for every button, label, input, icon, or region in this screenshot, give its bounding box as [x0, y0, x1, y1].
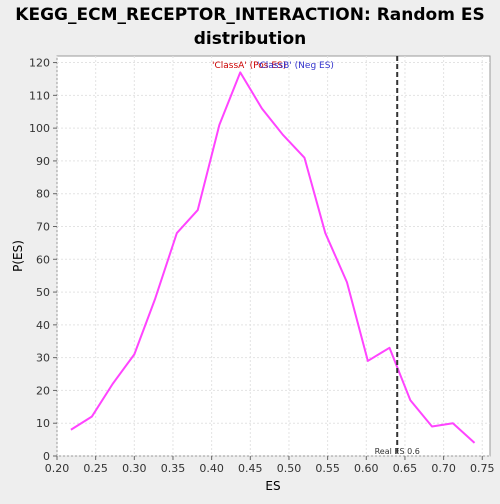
y-tick-label: 30: [36, 352, 50, 365]
x-tick-label: 0.50: [277, 462, 302, 475]
x-axis: 0.20 0.25 0.30 0.35 0.40 0.45 0.50 0.55 0.60 0.65…: [45, 456, 495, 475]
y-tick-label: 0: [43, 450, 50, 463]
x-tick-label: 0.40: [199, 462, 224, 475]
y-tick-label: 40: [36, 319, 50, 332]
legend: 'ClassA' (Pos ES)'ClassB' (Neg ES): [212, 61, 334, 71]
x-tick-label: 0.75: [470, 462, 495, 475]
x-tick-label: 0.35: [161, 462, 186, 475]
x-tick-label: 0.25: [83, 462, 108, 475]
x-tick-label: 0.55: [315, 462, 340, 475]
y-tick-label: 80: [36, 188, 50, 201]
plot-area: [56, 55, 491, 457]
series-layer: [70, 71, 476, 444]
y-tick-label: 100: [29, 122, 50, 135]
x-tick-label: 0.20: [45, 462, 70, 475]
chart-title-line-2: distribution: [194, 29, 306, 49]
legend-entry-neg: 'ClassB' (Neg ES): [257, 61, 334, 71]
legend-entry-pos: 'ClassA' (Pos ES): [212, 61, 286, 71]
series-line: [70, 71, 476, 444]
x-axis-label: ES: [265, 479, 280, 493]
y-tick-label: 120: [29, 57, 50, 70]
y-axis: 0 10 20 30 40 50 60 70 80 90 100 110 120: [29, 57, 57, 463]
y-axis-label: P(ES): [11, 240, 25, 272]
y-tick-label: 90: [36, 155, 50, 168]
y-tick-label: 20: [36, 384, 50, 397]
x-tick-label: 0.60: [354, 462, 379, 475]
real-es-label: Real ES 0.6: [375, 447, 420, 456]
y-tick-label: 70: [36, 220, 50, 233]
y-tick-label: 110: [29, 89, 50, 102]
x-tick-label: 0.65: [393, 462, 418, 475]
y-tick-label: 60: [36, 253, 50, 266]
marker-layer: Real ES 0.6: [375, 56, 420, 456]
y-tick-label: 10: [36, 417, 50, 430]
y-tick-label: 50: [36, 286, 50, 299]
grid: [56, 56, 490, 457]
x-tick-label: 0.70: [431, 462, 456, 475]
x-tick-label: 0.45: [238, 462, 263, 475]
chart-title-line-1: KEGG_ECM_RECEPTOR_INTERACTION: Random ES: [15, 5, 484, 25]
x-tick-label: 0.30: [122, 462, 147, 475]
